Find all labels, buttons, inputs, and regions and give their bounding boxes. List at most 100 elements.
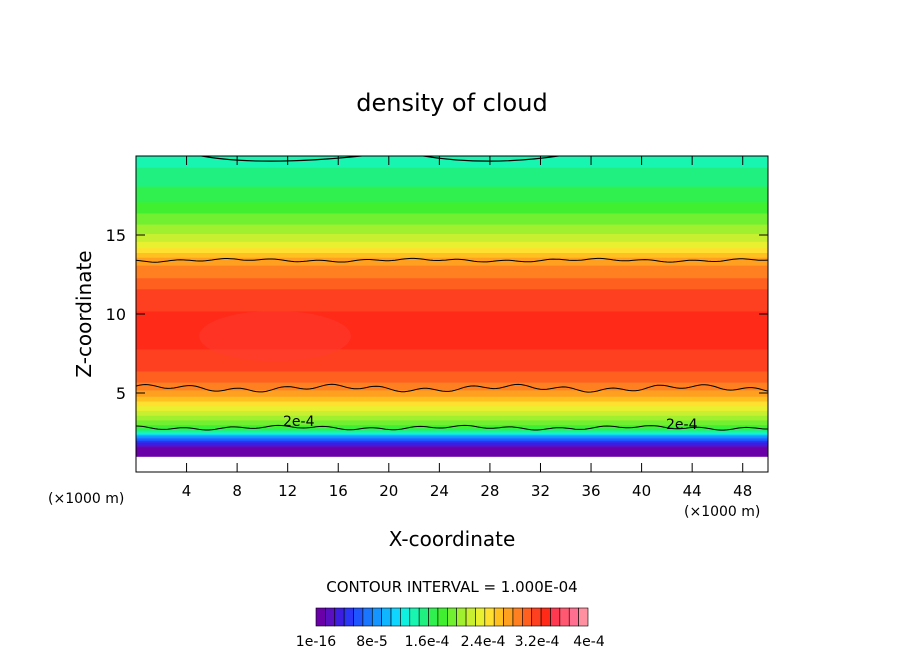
contour-band [136, 435, 768, 438]
contour-band [136, 252, 768, 258]
x-axis-unit-right: (×1000 m) [684, 504, 760, 520]
colorbar-swatch [362, 607, 373, 627]
colorbar-swatch [447, 607, 457, 627]
cloud-core-region [199, 310, 351, 362]
x-tick-label: 48 [733, 482, 752, 500]
colorbar-swatch [475, 607, 486, 627]
colorbar-swatch [437, 607, 448, 627]
colorbar [315, 607, 589, 627]
colorbar-swatch [522, 607, 533, 627]
colorbar-swatch [400, 607, 411, 627]
x-tick-label: 24 [430, 482, 449, 500]
contour-band [136, 241, 768, 249]
colorbar-swatch [568, 607, 579, 627]
x-tick-label: 36 [581, 482, 600, 500]
contour-band [136, 381, 768, 391]
colorbar-swatch [409, 607, 420, 627]
colorbar-swatch [343, 607, 354, 627]
contour-band [136, 370, 768, 383]
contour-band [136, 167, 768, 187]
colorbar-swatch [578, 607, 589, 627]
contour-band [136, 288, 768, 312]
y-axis-label: Z-coordinate [72, 250, 96, 377]
colorbar-labels: 1e-16 8e-5 1.6e-4 2.4e-4 3.2e-4 4e-4 [296, 634, 605, 650]
colorbar-swatch [315, 607, 326, 627]
colorbar-swatch [484, 607, 495, 627]
colorbar-swatch [512, 607, 523, 627]
x-axis-label: X-coordinate [389, 527, 516, 551]
y-axis: 5 10 15 [106, 226, 768, 403]
colorbar-swatch [465, 607, 476, 627]
chart-title: density of cloud [356, 89, 547, 117]
x-tick-label: 40 [632, 482, 651, 500]
contour-interval-text: CONTOUR INTERVAL = 1.000E-04 [326, 578, 577, 596]
y-tick-label: 10 [106, 305, 126, 324]
contour-band [136, 446, 768, 457]
x-tick-label: 16 [329, 482, 348, 500]
contour-band [136, 186, 768, 203]
colorbar-swatch [540, 607, 551, 627]
contour-band [136, 429, 768, 432]
colorbar-label: 1e-16 [296, 634, 336, 650]
colorbar-swatch [559, 607, 570, 627]
contour-band [136, 257, 768, 266]
colorbar-swatch [325, 607, 336, 627]
colorbar-swatch [493, 607, 504, 627]
contour-line [136, 424, 768, 431]
colorbar-swatch [550, 607, 561, 627]
colorbar-label: 3.2e-4 [515, 634, 560, 650]
contour-band [136, 410, 768, 416]
contour-band [136, 233, 768, 242]
y-tick-label: 5 [116, 384, 126, 403]
contour-band [136, 415, 768, 421]
contour-band [136, 156, 768, 168]
x-tick-label: 12 [278, 482, 297, 500]
contour-band [136, 430, 768, 434]
contour-band [136, 389, 768, 397]
x-tick-label: 8 [232, 482, 242, 500]
contour-band [136, 265, 768, 279]
colorbar-label: 1.6e-4 [405, 634, 450, 650]
contour-band [136, 212, 768, 225]
contour-band [136, 405, 768, 411]
colorbar-swatch [428, 607, 439, 627]
x-tick-label: 20 [379, 482, 398, 500]
contour-band [136, 419, 768, 426]
colorbar-swatch [381, 607, 392, 627]
colorbar-label: 4e-4 [573, 634, 605, 650]
contour-line [136, 383, 768, 393]
colorbar-swatch [353, 607, 364, 627]
contour-band [136, 445, 768, 448]
x-axis: 4 8 12 16 20 24 28 32 36 40 44 48 [182, 156, 752, 500]
colorbar-swatch [334, 607, 345, 627]
colorbar-label: 8e-5 [356, 634, 387, 650]
colorbar-swatch [456, 607, 467, 627]
contour-band [136, 277, 768, 290]
colorbar-label: 2.4e-4 [461, 634, 506, 650]
colorbar-swatch [371, 607, 382, 627]
contour-band [136, 432, 768, 435]
contour-band [136, 400, 768, 407]
contour-band [136, 441, 768, 446]
contour-band [136, 437, 768, 440]
colorbar-swatch [531, 607, 542, 627]
contour-band [136, 440, 768, 443]
contour-label: 2e-4 [283, 414, 315, 430]
x-tick-label: 32 [531, 482, 550, 500]
contour-band [136, 201, 768, 214]
colorbar-swatch [418, 607, 429, 627]
x-tick-label: 4 [182, 482, 192, 500]
x-tick-label: 28 [480, 482, 499, 500]
contour-fill-layer [136, 156, 768, 457]
contour-band [136, 434, 768, 437]
x-axis-unit-left: (×1000 m) [48, 491, 124, 507]
x-tick-label: 44 [683, 482, 702, 500]
contour-band [136, 247, 768, 253]
contour-band [136, 223, 768, 235]
colorbar-swatch [503, 607, 514, 627]
y-tick-label: 15 [106, 226, 126, 245]
contour-band [136, 427, 768, 430]
contour-line [136, 257, 768, 263]
contour-label: 2e-4 [666, 417, 698, 433]
